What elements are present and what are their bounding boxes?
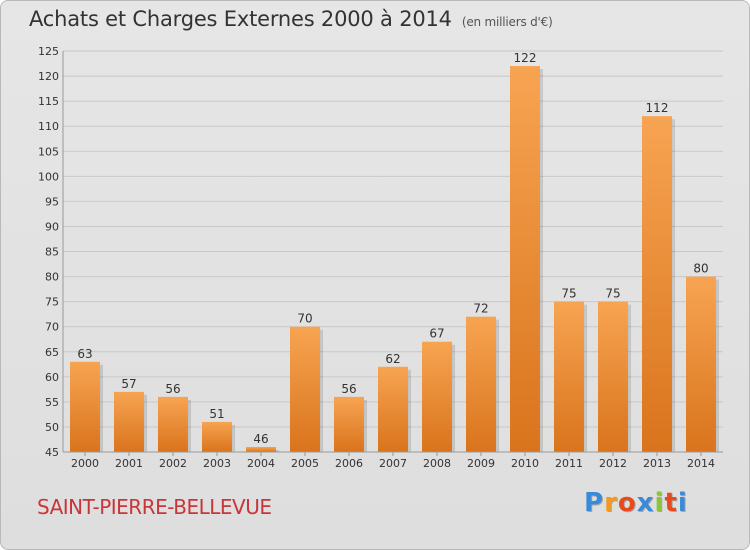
bar-2008 (422, 341, 452, 452)
data-label-2011: 75 (561, 287, 576, 301)
data-label-2008: 67 (429, 327, 444, 341)
data-label-2000: 63 (77, 347, 92, 361)
data-label-2014: 80 (693, 262, 708, 276)
y-tick-label: 55 (45, 396, 59, 409)
x-tick-label: 2005 (291, 457, 319, 470)
y-tick-label: 125 (38, 45, 59, 58)
x-tick-label: 2000 (71, 457, 99, 470)
y-tick-label: 70 (45, 321, 59, 334)
y-tick-label: 65 (45, 346, 59, 359)
y-tick-label: 115 (38, 95, 59, 108)
y-tick-label: 85 (45, 246, 59, 259)
chart-title: Achats et Charges Externes 2000 à 2014 (e… (29, 7, 553, 31)
bar-2011 (554, 301, 584, 452)
bar-2007 (378, 366, 408, 452)
y-tick-label: 105 (38, 145, 59, 158)
data-label-2003: 51 (209, 407, 224, 421)
y-tick-label: 100 (38, 170, 59, 183)
x-tick-label: 2001 (115, 457, 143, 470)
proxiti-logo: Proxiti (584, 488, 688, 518)
city-name: SAINT-PIERRE-BELLEVUE (37, 495, 272, 519)
bar-2013 (642, 116, 672, 452)
y-tick-label: 80 (45, 271, 59, 284)
bar-2002 (158, 396, 188, 452)
x-tick-label: 2006 (335, 457, 363, 470)
data-label-2002: 56 (165, 382, 180, 396)
y-tick-label: 110 (38, 120, 59, 133)
y-tick-label: 50 (45, 421, 59, 434)
data-label-2012: 75 (605, 287, 620, 301)
title-text: Achats et Charges Externes 2000 à 2014 (29, 7, 452, 31)
x-tick-label: 2004 (247, 457, 275, 470)
logo-letter: i (677, 488, 688, 518)
x-tick-label: 2007 (379, 457, 407, 470)
bar-2005 (290, 326, 320, 452)
logo-letter: o (617, 488, 637, 518)
logo-letter: t (664, 488, 678, 518)
bar-2009 (466, 316, 496, 452)
bar-2014 (686, 276, 716, 452)
y-tick-label: 95 (45, 195, 59, 208)
bar-2010 (510, 66, 540, 452)
data-label-2010: 122 (514, 51, 537, 65)
logo-letter: P (584, 488, 605, 518)
x-tick-label: 2012 (599, 457, 627, 470)
data-label-2009: 72 (473, 302, 488, 316)
y-tick-label: 60 (45, 371, 59, 384)
data-label-2007: 62 (385, 352, 400, 366)
x-tick-label: 2009 (467, 457, 495, 470)
bar-2000 (70, 361, 100, 452)
logo-letter: r (604, 488, 618, 518)
bar-2012 (598, 301, 628, 452)
chart-unit: (en milliers d'€) (461, 15, 553, 29)
data-label-2005: 70 (297, 312, 312, 326)
bar-2004 (246, 446, 276, 452)
bar-2001 (114, 391, 144, 452)
data-label-2006: 56 (341, 382, 356, 396)
y-tick-label: 45 (45, 446, 59, 459)
x-tick-label: 2013 (643, 457, 671, 470)
bar-2006 (334, 396, 364, 452)
x-tick-label: 2014 (687, 457, 715, 470)
data-label-2001: 57 (121, 377, 136, 391)
y-tick-label: 90 (45, 220, 59, 233)
y-tick-label: 75 (45, 296, 59, 309)
x-tick-label: 2010 (511, 457, 539, 470)
x-tick-label: 2011 (555, 457, 583, 470)
logo-letter: x (636, 488, 655, 518)
logo-letter: i (654, 488, 665, 518)
x-tick-label: 2002 (159, 457, 187, 470)
bar-2003 (202, 421, 232, 452)
y-tick-label: 120 (38, 70, 59, 83)
x-tick-label: 2003 (203, 457, 231, 470)
x-tick-label: 2008 (423, 457, 451, 470)
data-label-2004: 46 (253, 432, 268, 446)
data-label-2013: 112 (646, 101, 669, 115)
